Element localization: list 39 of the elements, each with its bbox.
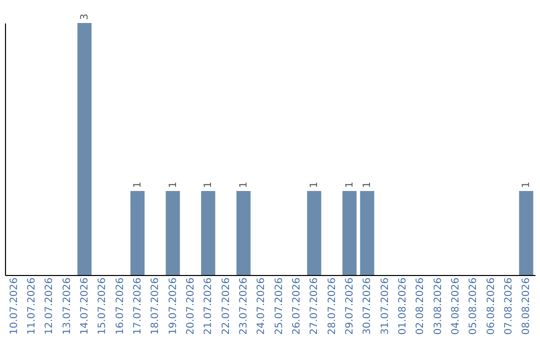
data-label: 1 bbox=[344, 182, 356, 188]
x-tick-label: 25.07.2026 bbox=[274, 278, 285, 335]
x-tick-label: 17.07.2026 bbox=[132, 278, 144, 335]
x-tick-label: 18.07.2026 bbox=[150, 278, 162, 335]
x-tick-label: 01.08.2026 bbox=[398, 278, 408, 335]
x-tick-label: 16.07.2026 bbox=[114, 278, 126, 335]
x-tick-label: 26.07.2026 bbox=[292, 278, 302, 335]
x-tick-label: 02.08.2026 bbox=[415, 278, 426, 335]
x-tick-label: 03.08.2026 bbox=[432, 278, 444, 335]
x-tick-label: 29.07.2026 bbox=[344, 278, 356, 335]
x-tick-label: 06.08.2026 bbox=[486, 278, 497, 335]
data-label: 1 bbox=[203, 182, 214, 188]
x-tick-label: 30.07.2026 bbox=[362, 278, 374, 335]
data-label: 1 bbox=[309, 182, 320, 188]
x-tick-label: 20.07.2026 bbox=[186, 278, 196, 335]
x-tick-label: 24.07.2026 bbox=[256, 278, 268, 335]
x-tick-label: 10.07.2026 bbox=[8, 278, 20, 335]
x-tick-label: 27.07.2026 bbox=[309, 278, 320, 335]
x-tick-label: 14.07.2026 bbox=[80, 278, 90, 335]
x-tick-label: 11.07.2026 bbox=[26, 278, 38, 335]
x-tick-label: 19.07.2026 bbox=[168, 278, 179, 335]
x-tick-label: 13.07.2026 bbox=[62, 278, 73, 335]
x-tick-label: 04.08.2026 bbox=[450, 278, 462, 335]
x-tick-label: 28.07.2026 bbox=[326, 278, 338, 335]
data-label: 1 bbox=[362, 182, 374, 188]
x-tick-label: 05.08.2026 bbox=[468, 278, 480, 335]
data-label: 3 bbox=[80, 14, 90, 20]
x-tick-label: 31.07.2026 bbox=[380, 278, 391, 335]
x-tick-label: 23.07.2026 bbox=[238, 278, 250, 335]
x-tick-label: 21.07.2026 bbox=[203, 278, 214, 335]
data-label: 1 bbox=[132, 182, 144, 188]
data-label: 1 bbox=[168, 182, 179, 188]
x-tick-label: 22.07.2026 bbox=[220, 278, 232, 335]
data-label: 1 bbox=[521, 182, 532, 188]
x-tick-label: 07.08.2026 bbox=[504, 278, 514, 335]
data-label: 1 bbox=[238, 182, 250, 188]
x-tick-label: 15.07.2026 bbox=[97, 278, 108, 335]
x-tick-label: 12.07.2026 bbox=[44, 278, 56, 335]
x-tick-label: 08.08.2026 bbox=[521, 278, 532, 335]
